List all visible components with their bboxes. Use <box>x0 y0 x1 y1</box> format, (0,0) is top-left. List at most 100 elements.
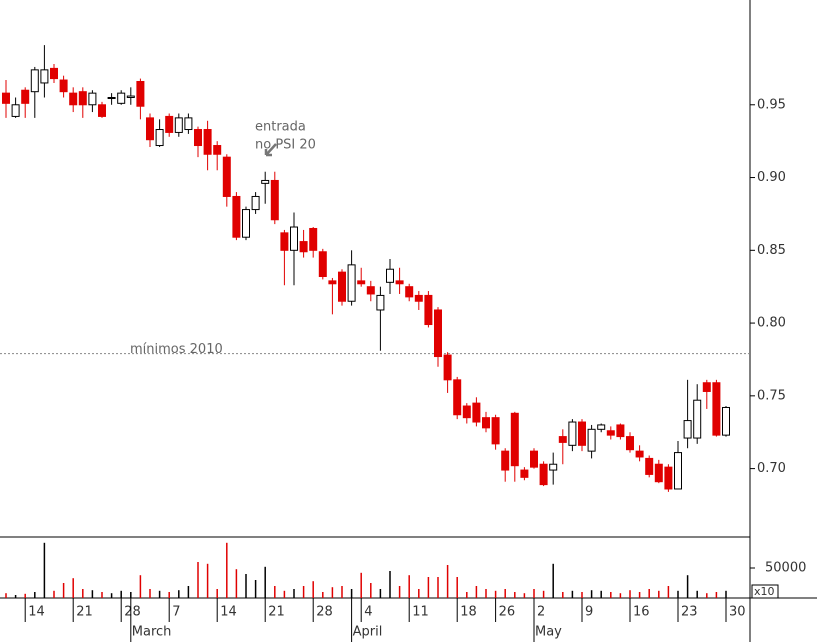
candle-body <box>395 280 404 285</box>
candle-body <box>366 286 375 295</box>
volume-unit: x10 <box>754 585 775 598</box>
candle-body <box>712 382 721 436</box>
candle-body <box>165 115 174 133</box>
candle-body <box>213 145 222 155</box>
candle-body <box>107 97 116 100</box>
candle-body <box>40 69 49 84</box>
x-tick-label: 16 <box>633 605 650 620</box>
candle-body <box>462 405 471 419</box>
candle-body <box>530 450 538 468</box>
candle-body <box>242 209 250 238</box>
candle-body <box>482 417 490 429</box>
candle-body <box>597 424 606 430</box>
candle-body <box>386 268 394 283</box>
candle-body <box>50 67 58 80</box>
candle-body <box>539 463 548 486</box>
x-tick-label: 9 <box>585 605 593 620</box>
volume-tick-label: 50000 <box>765 561 806 576</box>
x-tick-label: 18 <box>460 605 477 620</box>
x-tick-label: 26 <box>499 605 516 620</box>
candle-body <box>30 69 39 93</box>
candle-body <box>626 436 634 451</box>
candle-body <box>558 436 567 443</box>
y-tick-label: 0.80 <box>757 316 786 331</box>
candle-body <box>78 91 87 106</box>
candle-body <box>414 294 423 302</box>
y-tick-label: 0.95 <box>757 97 786 112</box>
candle-body <box>261 179 270 184</box>
candle-body <box>203 129 212 155</box>
candle-body <box>251 195 260 211</box>
candle-body <box>453 379 462 416</box>
candle-body <box>674 452 682 490</box>
reference-label: mínimos 2010 <box>130 342 223 357</box>
candle-body <box>606 430 615 436</box>
candle-body <box>270 179 279 221</box>
candle-body <box>520 469 529 478</box>
candle-body <box>693 399 702 439</box>
candle-body <box>309 227 318 251</box>
x-tick-label: 23 <box>681 605 698 620</box>
month-label: April <box>353 625 383 640</box>
candle-body <box>117 92 126 104</box>
x-tick-label: 7 <box>172 605 180 620</box>
candle-body <box>136 80 145 107</box>
candle-body <box>59 79 68 93</box>
candle-body <box>328 280 337 285</box>
candle-body <box>318 251 327 278</box>
candle-body <box>434 309 442 358</box>
candle-body <box>405 286 414 298</box>
candle-body <box>683 420 692 439</box>
candle-body <box>155 129 164 147</box>
candle-body <box>722 406 730 436</box>
candle-body <box>11 104 20 117</box>
candle-body <box>222 156 231 197</box>
y-tick-label: 0.85 <box>757 243 786 258</box>
candle-body <box>174 117 183 133</box>
candle-body <box>21 89 30 104</box>
x-tick-label: 2 <box>537 605 545 620</box>
candle-body <box>299 241 308 253</box>
annotation: entrada <box>255 120 306 135</box>
candle-body <box>549 463 558 471</box>
candle-body <box>88 92 97 106</box>
candle-body <box>424 294 433 326</box>
candle-body <box>146 117 154 141</box>
x-tick-label: 28 <box>124 605 141 620</box>
month-label: March <box>132 625 172 640</box>
y-tick-label: 0.75 <box>757 388 786 403</box>
x-tick-label: 21 <box>268 605 285 620</box>
y-tick-label: 0.90 <box>757 170 786 185</box>
candle-body <box>126 95 135 99</box>
candle-body <box>491 417 500 445</box>
candle-body <box>510 412 519 467</box>
candle-body <box>616 424 625 438</box>
candle-body <box>472 402 481 423</box>
annotation-arrow <box>264 143 277 157</box>
candle-body <box>184 117 193 131</box>
candle-body <box>501 450 510 471</box>
x-tick-label: 14 <box>220 605 237 620</box>
candle-body <box>357 280 366 285</box>
candle-body <box>232 195 241 238</box>
candle-body <box>654 463 663 483</box>
month-label: May <box>535 625 562 640</box>
candle-body <box>635 450 644 458</box>
candle-body <box>578 421 586 446</box>
candle-body <box>376 294 385 311</box>
candle-body <box>645 457 654 475</box>
candle-body <box>664 466 673 490</box>
x-tick-label: 11 <box>412 605 429 620</box>
candle-body <box>290 226 298 251</box>
candle-body <box>98 104 106 117</box>
candle-body <box>587 428 596 452</box>
y-tick-label: 0.70 <box>757 461 786 476</box>
candle-body <box>443 354 452 381</box>
annotation: no PSI 20 <box>255 138 316 153</box>
candle-body <box>194 129 202 147</box>
x-tick-label: 30 <box>729 605 746 620</box>
x-tick-label: 21 <box>76 605 93 620</box>
candle-body <box>280 232 289 251</box>
candle-body <box>338 271 346 302</box>
